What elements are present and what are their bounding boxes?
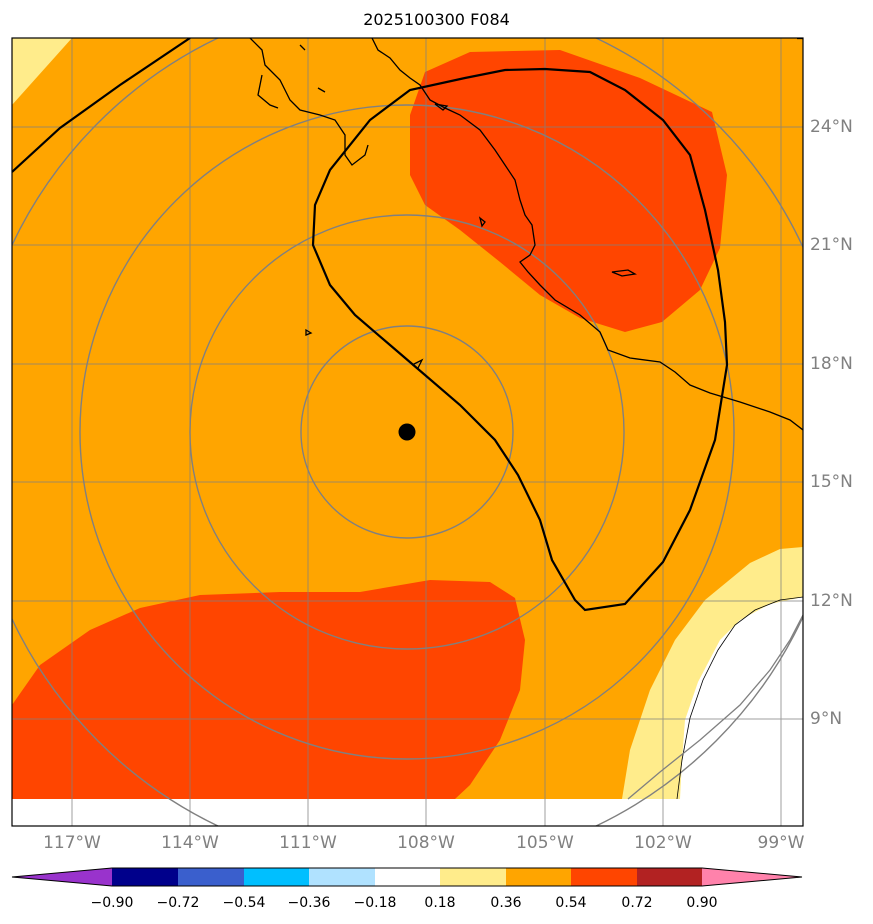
colorbar-outline (11, 867, 803, 887)
lon-label-117w: 117°W (43, 833, 101, 853)
coastlines (249, 38, 803, 431)
lat-label-24n: 24°N (810, 117, 853, 137)
colorbar-tick-6: 0.18 (424, 895, 456, 911)
lon-label-102w: 102°W (634, 833, 692, 853)
grey-line-southeast (627, 614, 803, 800)
lon-label-105w: 105°W (516, 833, 574, 853)
colorbar-tick-7: 0.36 (490, 895, 522, 911)
graticule (12, 38, 803, 826)
range-rings (12, 38, 803, 826)
map-figure (11, 37, 804, 827)
contour-fill-red-northeast (410, 50, 727, 332)
map-frame (11, 37, 804, 827)
lon-label-114w: 114°W (161, 833, 219, 853)
colorbar-tick-4: −0.36 (287, 895, 331, 911)
colorbar (11, 867, 803, 887)
colorbar-tick-9: 0.72 (621, 895, 653, 911)
lat-label-18n: 18°N (810, 354, 853, 374)
colorbar-tick-8: 0.54 (555, 895, 587, 911)
colorbar-seg-1 (112, 868, 178, 886)
colorbar-tick-2: −0.72 (156, 895, 200, 911)
lat-label-21n: 21°N (810, 235, 853, 255)
contour-fill-white-southeast (680, 597, 803, 799)
storm-center-marker (398, 423, 416, 441)
colorbar-seg-8 (571, 868, 637, 886)
range-ring-1 (300, 325, 514, 539)
black-contour-main (311, 38, 803, 612)
contour-fill-red-southwest (12, 580, 525, 799)
black-contour-northeast (12, 38, 191, 173)
colorbar-tick-10: 0.90 (686, 895, 718, 911)
colorbar-seg-4 (309, 868, 375, 886)
map-title: 2025100300 F084 (363, 10, 510, 29)
range-ring-3 (79, 104, 735, 760)
colorbar-extend-high (702, 868, 802, 886)
lat-label-15n: 15°N (810, 472, 853, 492)
colorbar-seg-5 (375, 868, 440, 886)
colorbar-seg-2 (178, 868, 244, 886)
range-ring-2 (189, 214, 625, 650)
colorbar-tick-3: −0.54 (222, 895, 266, 911)
colorbar-tick-1: −0.90 (90, 895, 134, 911)
contour-fill-light-topleft (12, 38, 72, 105)
coastline-southeast (676, 596, 803, 800)
colorbar-extend-low (12, 868, 112, 886)
lat-label-9n: 9°N (810, 709, 843, 729)
lat-label-12n: 12°N (810, 591, 853, 611)
colorbar-tick-5: −0.18 (353, 895, 397, 911)
colorbar-segments (12, 868, 802, 886)
colorbar-seg-7 (506, 868, 571, 886)
lon-label-111w: 111°W (279, 833, 337, 853)
colorbar-seg-3 (244, 868, 309, 886)
lon-label-99w: 99°W (757, 833, 805, 853)
colorbar-seg-9 (637, 868, 702, 886)
no-data-band (12, 799, 803, 826)
colorbar-seg-6 (440, 868, 506, 886)
lon-label-108w: 108°W (397, 833, 455, 853)
